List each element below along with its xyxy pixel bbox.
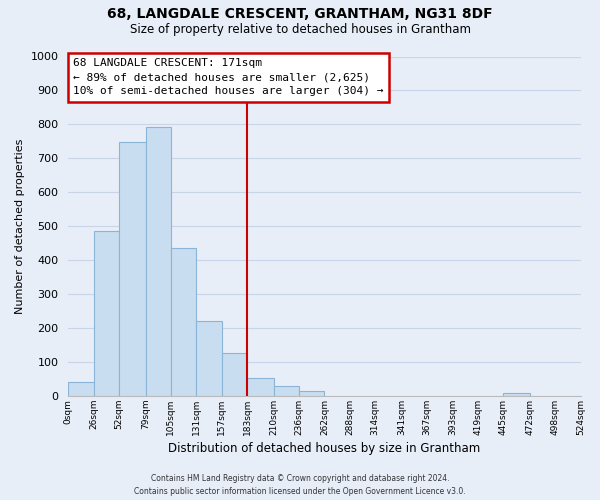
Text: 68, LANGDALE CRESCENT, GRANTHAM, NG31 8DF: 68, LANGDALE CRESCENT, GRANTHAM, NG31 8D… (107, 8, 493, 22)
Text: Contains HM Land Registry data © Crown copyright and database right 2024.
Contai: Contains HM Land Registry data © Crown c… (134, 474, 466, 496)
Y-axis label: Number of detached properties: Number of detached properties (15, 138, 25, 314)
Bar (196, 321, 222, 396)
Bar (94, 232, 119, 396)
Bar (299, 391, 325, 396)
Text: 68 LANGDALE CRESCENT: 171sqm
← 89% of detached houses are smaller (2,625)
10% of: 68 LANGDALE CRESCENT: 171sqm ← 89% of de… (73, 58, 384, 96)
Bar (146, 127, 171, 396)
Bar (119, 142, 146, 396)
Bar (274, 386, 299, 396)
Text: Size of property relative to detached houses in Grantham: Size of property relative to detached ho… (130, 22, 470, 36)
Bar (503, 393, 530, 396)
Bar (171, 248, 196, 396)
Bar (222, 354, 247, 396)
Bar (68, 382, 94, 396)
Bar (247, 378, 274, 396)
X-axis label: Distribution of detached houses by size in Grantham: Distribution of detached houses by size … (168, 442, 481, 455)
